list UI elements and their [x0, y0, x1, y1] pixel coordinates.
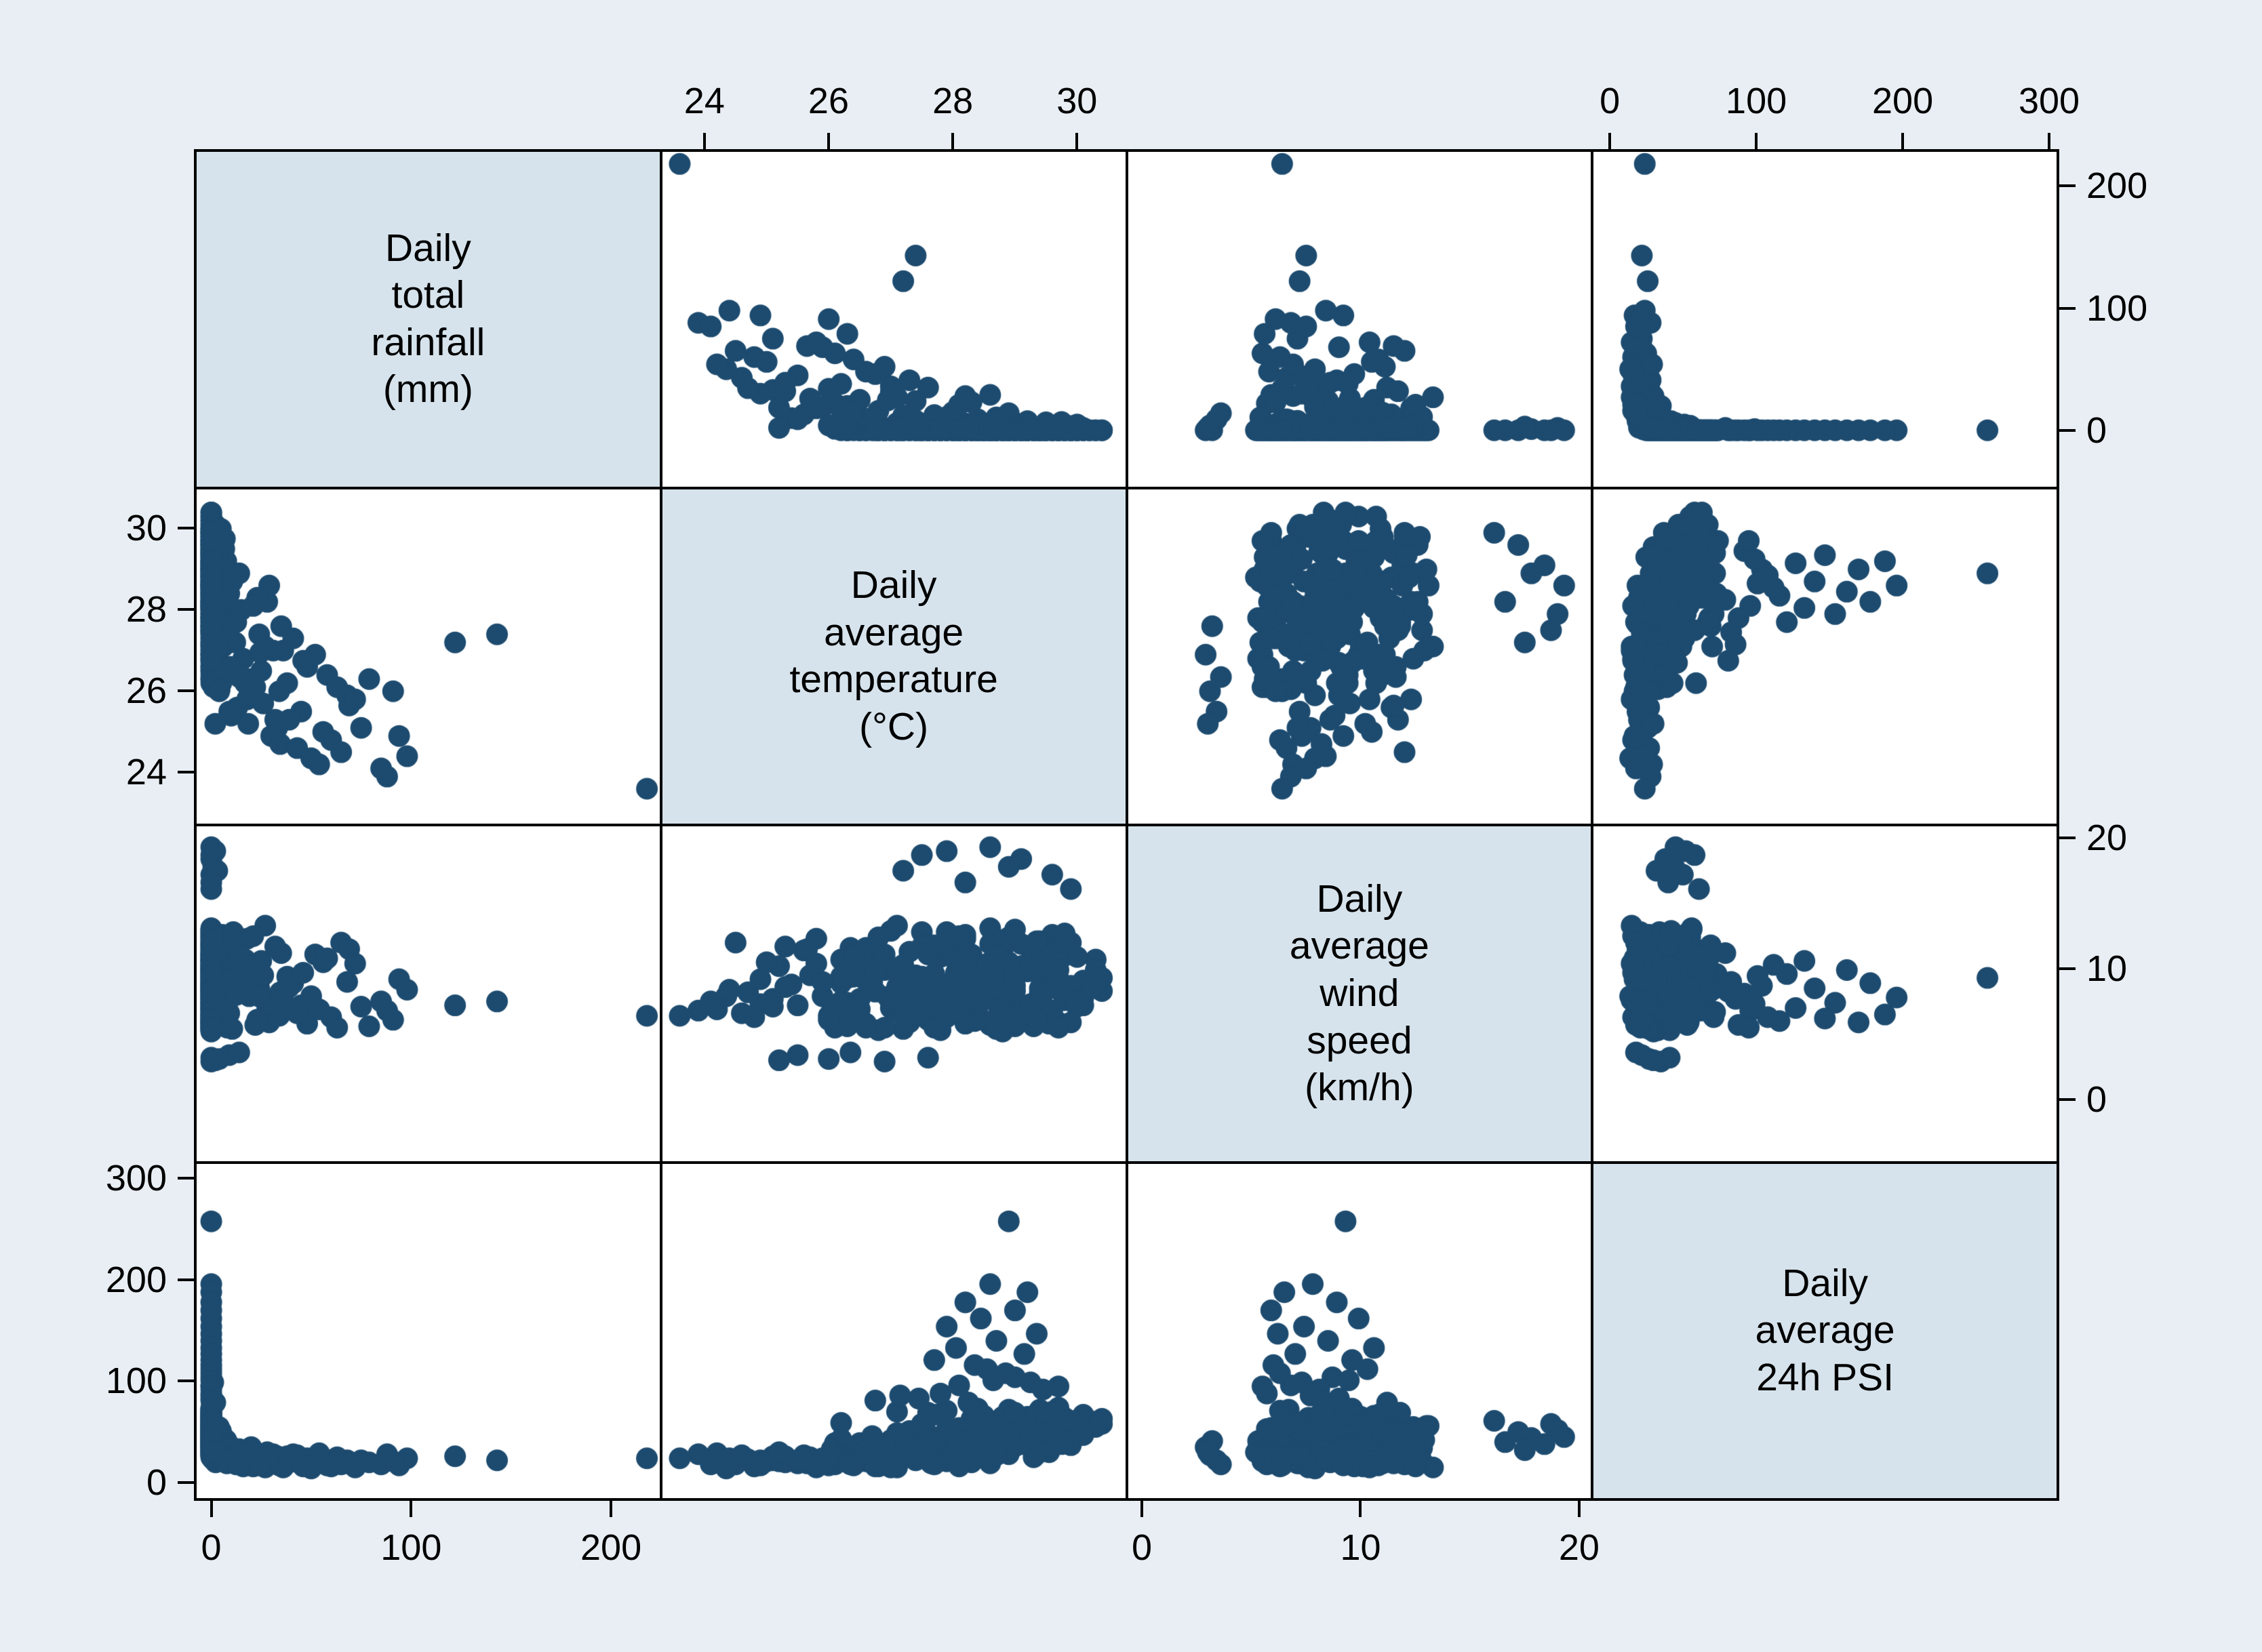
axis-tick-label: 200: [580, 1527, 642, 1568]
axis-tick-label: 0: [146, 1462, 167, 1503]
axis-tick: [178, 608, 195, 611]
axis-tick: [2058, 428, 2076, 432]
axis-tick: [1359, 1499, 1362, 1517]
axis-tick-label: 0: [201, 1527, 222, 1568]
axis-tick-label: 300: [105, 1158, 167, 1199]
axis-tick: [410, 1499, 413, 1517]
axis-tick: [178, 771, 195, 774]
axis-tick: [1608, 133, 1612, 150]
scatter-panel-temperature-vs-psi: [1592, 487, 2059, 826]
axis-tick-label: 300: [2018, 81, 2080, 121]
axis-tick-label: 10: [2086, 948, 2128, 990]
diagonal-cell-wind-speed: Daily average wind speed (km/h): [1126, 825, 1593, 1163]
axis-tick: [1901, 133, 1905, 150]
axis-tick-label: 100: [2086, 287, 2148, 329]
axis-tick-label: 200: [105, 1259, 167, 1300]
axis-tick: [2058, 184, 2076, 188]
axis-tick: [1755, 133, 1758, 150]
axis-tick: [178, 1379, 195, 1383]
scatter-panel-temperature-vs-rainfall: [195, 487, 661, 826]
scatter-panel-psi-vs-temperature: [660, 1162, 1127, 1500]
axis-tick-label: 24: [683, 81, 725, 121]
axis-tick: [2048, 133, 2051, 150]
axis-tick-label: 24: [125, 752, 167, 793]
axis-tick: [2058, 306, 2076, 310]
vertical-border: [2057, 149, 2059, 1501]
axis-tick: [610, 1499, 613, 1517]
axis-tick: [1075, 133, 1079, 150]
axis-tick-label: 100: [105, 1361, 167, 1402]
scatter-panel-rainfall-vs-temperature: [660, 150, 1127, 488]
axis-tick-label: 26: [125, 670, 167, 712]
diagonal-cell-temperature: Daily average temperature (°C): [660, 487, 1127, 825]
scatter-panel-psi-vs-wind: [1126, 1162, 1593, 1500]
axis-tick-label: 26: [808, 81, 850, 121]
horizontal-border: [194, 824, 2059, 826]
axis-tick: [1140, 1499, 1144, 1517]
axis-tick: [951, 133, 955, 150]
axis-tick-label: 0: [2086, 1079, 2107, 1120]
axis-tick: [178, 1177, 195, 1180]
axis-tick: [702, 133, 706, 150]
diagonal-label-rainfall: Daily total rainfall (mm): [371, 226, 485, 411]
scatter-panel-wind-vs-rainfall: [195, 825, 661, 1163]
scatter-panel-wind-vs-temperature: [660, 825, 1127, 1163]
axis-tick-label: 10: [1340, 1527, 1381, 1568]
axis-tick-label: 30: [125, 508, 167, 549]
horizontal-border: [194, 1161, 2059, 1164]
axis-tick: [178, 1480, 195, 1484]
axis-tick: [178, 1278, 195, 1281]
vertical-border: [1591, 149, 1593, 1501]
axis-tick-label: 0: [2086, 409, 2107, 451]
scatter-panel-wind-vs-psi: [1592, 825, 2059, 1163]
axis-tick: [178, 527, 195, 530]
scatter-panel-rainfall-vs-psi: [1592, 150, 2059, 488]
axis-tick-label: 20: [2086, 818, 2128, 859]
scatter-panel-rainfall-vs-wind: [1126, 150, 1593, 488]
axis-tick: [827, 133, 830, 150]
scatter-panel-psi-vs-rainfall: [195, 1162, 661, 1500]
scatter-panel-temperature-vs-wind: [1126, 487, 1593, 826]
axis-tick-label: 0: [1600, 81, 1621, 121]
axis-tick-label: 200: [2086, 165, 2148, 207]
axis-tick-label: 0: [1132, 1527, 1153, 1568]
axis-tick-label: 28: [932, 81, 974, 121]
horizontal-border: [194, 1498, 2059, 1501]
diagonal-label-psi: Daily average 24h PSI: [1755, 1261, 1895, 1400]
axis-tick: [1577, 1499, 1581, 1517]
axis-tick-label: 28: [125, 589, 167, 630]
axis-tick-label: 20: [1558, 1527, 1600, 1568]
axis-tick: [210, 1499, 213, 1517]
axis-tick-label: 200: [1872, 81, 1934, 121]
axis-tick-label: 100: [380, 1527, 442, 1568]
axis-tick: [178, 689, 195, 693]
axis-tick: [2058, 1097, 2076, 1101]
diagonal-cell-rainfall: Daily total rainfall (mm): [195, 150, 661, 488]
axis-tick: [2058, 837, 2076, 840]
axis-tick-label: 30: [1056, 81, 1098, 121]
diagonal-cell-psi: Daily average 24h PSI: [1592, 1162, 2058, 1499]
diagonal-label-temperature: Daily average temperature (°C): [789, 563, 998, 748]
axis-tick-label: 100: [1726, 81, 1787, 121]
axis-tick: [2058, 967, 2076, 971]
diagonal-label-wind-speed: Daily average wind speed (km/h): [1289, 877, 1429, 1110]
